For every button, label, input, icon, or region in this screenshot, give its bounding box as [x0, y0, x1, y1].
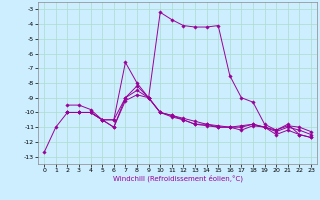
- X-axis label: Windchill (Refroidissement éolien,°C): Windchill (Refroidissement éolien,°C): [113, 175, 243, 182]
